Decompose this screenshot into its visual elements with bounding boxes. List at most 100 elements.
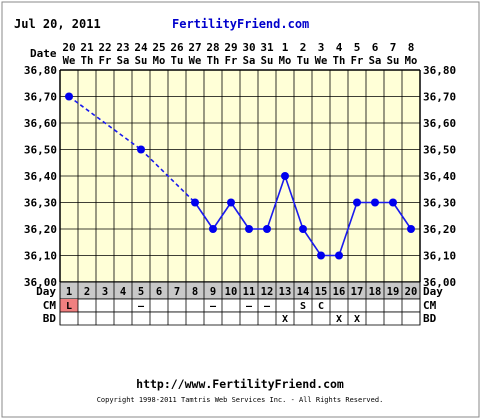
x-dow-label: Fr [225, 55, 238, 67]
series-segment-dashed [68, 95, 142, 151]
x-dow-label: Th [81, 55, 94, 67]
x-date-label: 20 [62, 41, 75, 54]
series-segment [266, 175, 286, 230]
y-tick-label-left: 36,80 [24, 64, 57, 77]
y-tick-label-left: 36,00 [24, 276, 57, 289]
y-axis-labels: 36,00 36,00 36,10 36,10 36,20 36,20 36,30 36,30… [24, 64, 456, 289]
x-dow-label: Su [261, 55, 274, 67]
y-tick-label-right: 36,00 [423, 276, 456, 289]
data-point [209, 225, 217, 233]
y-tick-label-left: 36,10 [24, 250, 57, 263]
row-mark: – [246, 301, 253, 312]
series-segment [230, 202, 250, 230]
y-tick-label-left: 36,50 [24, 144, 57, 157]
series-segment [284, 175, 304, 230]
x-dow-label: We [189, 55, 202, 67]
x-dow-label: We [63, 55, 76, 67]
period-cell [60, 299, 78, 312]
x-date-label: 4 [336, 41, 343, 54]
row-mark: – [138, 301, 145, 312]
day-number: 17 [351, 286, 364, 298]
y-tick-label-right: 36,80 [423, 64, 456, 77]
x-date-label: 7 [390, 41, 397, 54]
y-tick-label-left: 36,40 [24, 170, 57, 183]
day-number: 6 [156, 286, 162, 298]
x-dow-label: Tu [297, 55, 310, 67]
day-axis-label-left: Day [36, 285, 56, 298]
y-tick-label-right: 36,20 [423, 223, 456, 236]
day-number: 8 [192, 286, 198, 298]
row-mark: S [300, 301, 306, 312]
x-dow-label: Sa [243, 55, 256, 67]
day-number: 16 [333, 286, 346, 298]
footer-url: http://www.FertilityFriend.com [136, 377, 344, 391]
data-point [371, 198, 379, 207]
series-segment [302, 228, 322, 256]
day-number: 3 [102, 286, 108, 298]
row-mark: X [354, 314, 360, 325]
grid [59, 69, 421, 283]
day-number: 19 [387, 286, 400, 298]
y-tick-label-right: 36,60 [423, 117, 456, 130]
x-date-label: 2 [300, 41, 307, 54]
date-axis-label: Date [30, 47, 57, 60]
x-date-label: 21 [80, 41, 94, 54]
x-dow-label: We [315, 55, 328, 67]
footer-copyright: Copyright 1998-2011 Tamtris Web Services… [97, 396, 384, 404]
series-segment [392, 202, 412, 230]
x-date-label: 27 [188, 41, 201, 54]
day-number: 20 [405, 286, 418, 298]
day-number: 2 [84, 286, 90, 298]
x-dow-label: Th [333, 55, 346, 67]
y-tick-label-right: 36,10 [423, 250, 456, 263]
day-number: 7 [174, 286, 180, 298]
data-point [137, 145, 145, 154]
data-point [299, 225, 307, 233]
x-dow-label: Su [387, 55, 400, 67]
day-number: 14 [297, 286, 310, 298]
row-mark: – [210, 301, 217, 312]
x-date-label: 30 [242, 41, 255, 54]
data-point [281, 172, 289, 180]
day-number: 11 [243, 286, 256, 298]
row-label-right: BD [423, 312, 437, 325]
x-dow-label: Mo [405, 55, 418, 67]
x-date-label: 28 [206, 41, 219, 54]
x-date-label: 22 [98, 41, 111, 54]
x-date-label: 25 [152, 41, 165, 54]
y-tick-label-right: 36,30 [423, 197, 456, 210]
y-tick-label-left: 36,30 [24, 197, 57, 210]
day-number: 10 [225, 286, 238, 298]
data-point [335, 251, 343, 260]
x-date-label: 23 [116, 41, 129, 54]
series-segment [338, 202, 358, 256]
row-mark: X [336, 314, 342, 325]
x-date-label: 3 [318, 41, 325, 54]
series-segment-dashed [140, 148, 196, 204]
day-number: 9 [210, 286, 216, 298]
x-date-label: 31 [260, 41, 274, 54]
data-point [263, 225, 271, 233]
x-dow-label: Fr [99, 55, 112, 67]
x-dow-label: Sa [117, 55, 130, 67]
row-mark: – [264, 301, 271, 312]
row-mark: L [66, 301, 72, 312]
y-tick-label-left: 36,20 [24, 223, 57, 236]
data-point [245, 225, 253, 233]
x-dow-label: Su [135, 55, 148, 67]
x-date-label: 1 [282, 41, 289, 54]
y-tick-label-left: 36,60 [24, 117, 57, 130]
x-date-label: 26 [170, 41, 184, 54]
x-date-label: 8 [408, 41, 415, 54]
data-point [317, 251, 325, 260]
row-mark: X [282, 314, 288, 325]
row-mark: C [318, 301, 324, 312]
data-point [353, 198, 361, 207]
header-date: Jul 20, 2011 [14, 17, 101, 31]
x-axis-labels: 20 21 22 23 24 25 26 27 28 29 30 31 1 2 3 4 5 6 7 8We Th Fr Sa… [62, 41, 417, 67]
series-segment [212, 202, 232, 230]
x-date-label: 24 [134, 41, 148, 54]
y-tick-label-left: 36,70 [24, 91, 57, 104]
y-tick-label-right: 36,40 [423, 170, 456, 183]
